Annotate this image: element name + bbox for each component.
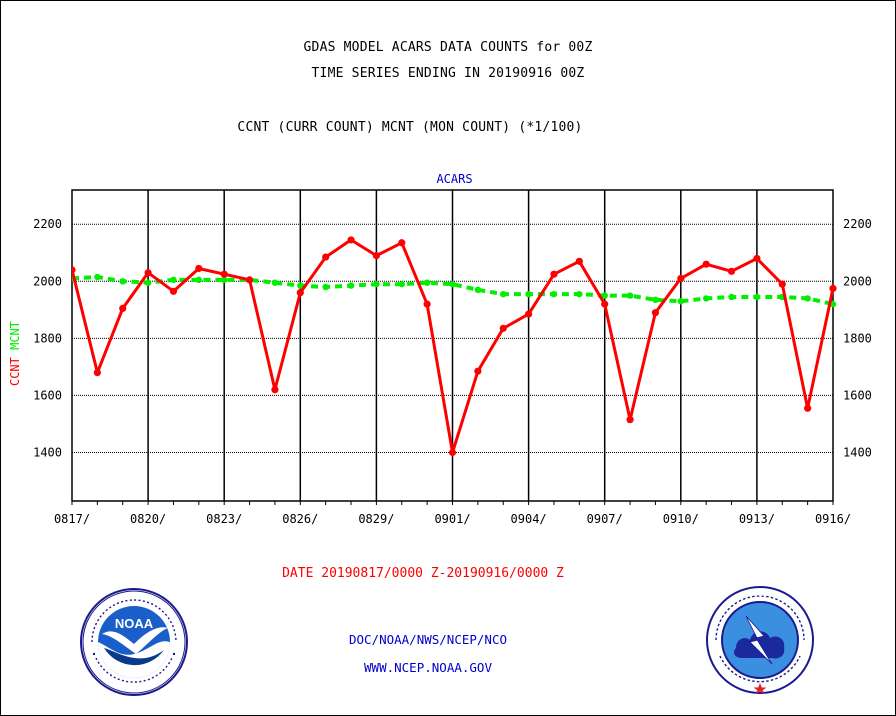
x-tick-label: 0826/: [282, 512, 318, 526]
data-point-mcnt: [221, 276, 228, 284]
data-point-ccnt: [651, 309, 660, 317]
nws-logo-text: NATIONAL WEATHER SERVICE: [753, 594, 768, 597]
data-point-ccnt: [550, 270, 558, 278]
data-point-mcnt: [500, 290, 507, 298]
data-point-mcnt: [550, 290, 558, 298]
data-point-mcnt: [347, 282, 355, 289]
data-point-mcnt: [322, 283, 329, 291]
data-point-ccnt: [195, 264, 203, 273]
date-range-label: DATE 20190817/0000 Z-20190916/0000 Z: [282, 566, 564, 581]
chart-title-line2: TIME SERIES ENDING IN 20190916 00Z: [311, 66, 585, 81]
x-tick-label: 0829/: [358, 512, 394, 526]
x-tick-label: 0820/: [130, 512, 166, 526]
x-tick-label: 0823/: [206, 512, 242, 526]
y-tick-label-left: 1800: [33, 331, 62, 345]
x-tick-label: 0916/: [815, 512, 851, 526]
y-tick-label-right: 1800: [843, 331, 872, 345]
y-tick-label-left: 2000: [33, 274, 62, 288]
data-point-ccnt: [829, 284, 837, 293]
data-point-mcnt: [449, 280, 456, 288]
data-point-ccnt: [423, 300, 431, 308]
y-tick-label-right: 2200: [843, 217, 872, 231]
data-point-mcnt: [525, 290, 532, 298]
data-point-mcnt: [677, 298, 684, 305]
y-axis-label-mcnt: MCNT: [8, 321, 22, 350]
data-point-mcnt: [373, 280, 380, 288]
data-point-mcnt: [119, 278, 126, 285]
data-point-ccnt: [499, 324, 507, 332]
data-point-mcnt: [804, 295, 811, 302]
data-point-ccnt: [575, 257, 583, 265]
chart-subtitle: ACARS: [436, 172, 472, 186]
data-point-mcnt: [753, 293, 761, 301]
nws-logo: NATIONAL WEATHER SERVICE: [706, 586, 814, 694]
data-point-mcnt: [170, 276, 177, 284]
data-point-mcnt: [195, 276, 203, 284]
data-point-ccnt: [448, 448, 457, 457]
x-tick-label: 0913/: [739, 512, 775, 526]
data-point-ccnt: [271, 386, 279, 394]
data-point-mcnt: [702, 295, 710, 302]
data-point-mcnt: [728, 293, 735, 301]
y-axis-label: CCNT MCNT: [8, 321, 22, 386]
x-tick-label: 0907/: [587, 512, 623, 526]
data-point-ccnt: [727, 267, 736, 275]
y-tick-label-right: 1400: [843, 445, 872, 459]
data-point-ccnt: [93, 369, 101, 377]
data-point-ccnt: [702, 260, 710, 268]
data-point-ccnt: [601, 300, 609, 308]
data-point-mcnt: [576, 290, 583, 298]
chart-title-line1: GDAS MODEL ACARS DATA COUNTS for 00Z: [303, 40, 593, 55]
data-point-ccnt: [372, 252, 380, 260]
data-point-ccnt: [322, 253, 330, 261]
data-point-ccnt: [525, 310, 533, 318]
website-link[interactable]: WWW.NCEP.NOAA.GOV: [364, 660, 492, 675]
x-tick-label: 0910/: [663, 512, 699, 526]
noaa-logo-text: NOAA: [115, 616, 154, 631]
data-point-ccnt: [753, 254, 761, 263]
data-point-mcnt: [626, 292, 634, 299]
y-tick-label-left: 1600: [33, 388, 62, 402]
data-point-mcnt: [474, 286, 482, 294]
data-point-mcnt: [94, 273, 101, 281]
data-point-ccnt: [144, 269, 152, 277]
data-point-ccnt: [220, 270, 228, 278]
y-tick-label-right: 1600: [843, 388, 872, 402]
plot-area: [71, 189, 834, 502]
noaa-logo: NOAA: [80, 588, 188, 696]
data-point-ccnt: [169, 287, 178, 295]
data-point-mcnt: [601, 292, 608, 299]
data-point-ccnt: [778, 280, 786, 288]
data-point-ccnt: [804, 404, 812, 412]
x-tick-label: 0904/: [511, 512, 547, 526]
data-point-mcnt: [398, 280, 405, 288]
y-axis-label-ccnt: CCNT: [8, 350, 22, 386]
chart-legend-description: CCNT (CURR COUNT) MCNT (MON COUNT) (*1/1…: [237, 120, 583, 135]
data-point-ccnt: [245, 276, 254, 284]
data-point-mcnt: [271, 279, 279, 286]
data-point-ccnt: [677, 274, 685, 283]
y-tick-label-left: 1400: [33, 445, 62, 459]
data-point-ccnt: [296, 289, 304, 297]
data-point-ccnt: [626, 416, 634, 424]
x-tick-label: 0901/: [434, 512, 470, 526]
data-point-mcnt: [144, 279, 152, 286]
data-point-mcnt: [423, 279, 431, 286]
data-point-ccnt: [474, 367, 482, 375]
data-point-mcnt: [652, 296, 659, 304]
data-point-ccnt: [347, 236, 355, 244]
org-label: DOC/NOAA/NWS/NCEP/NCO: [348, 632, 508, 647]
data-point-ccnt: [72, 266, 76, 274]
y-tick-label-left: 2200: [33, 217, 62, 231]
data-point-ccnt: [398, 239, 406, 247]
x-tick-label: 0817/: [54, 512, 90, 526]
y-tick-label-right: 2000: [843, 274, 872, 288]
data-point-mcnt: [297, 282, 304, 289]
data-point-ccnt: [119, 304, 127, 313]
